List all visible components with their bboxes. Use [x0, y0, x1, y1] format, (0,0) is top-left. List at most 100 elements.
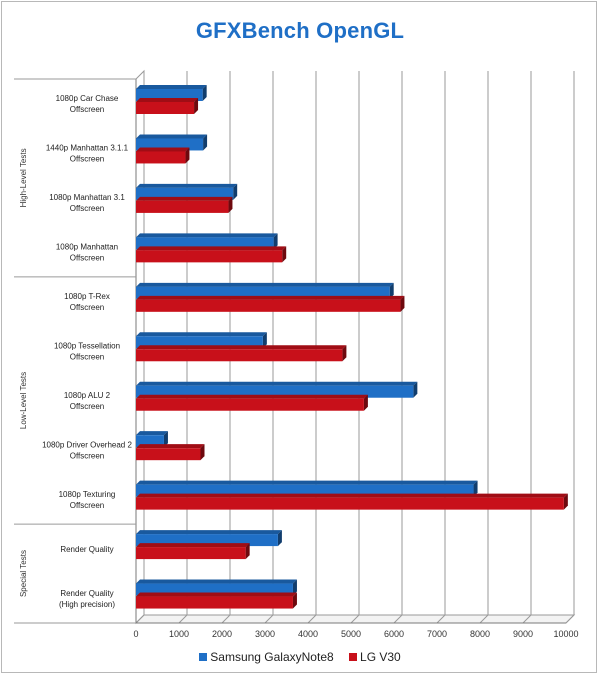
bar-top — [136, 282, 394, 287]
bar-end — [292, 579, 297, 596]
category-label: 1080p T-Rex — [64, 292, 110, 301]
category-label: 1080p ALU 2 — [64, 391, 111, 400]
category-label: 1440p Manhattan 3.1.1 — [46, 144, 129, 153]
bar-top — [136, 183, 238, 188]
bar-top — [136, 592, 297, 597]
bar-end — [262, 332, 267, 349]
bar-top — [136, 345, 347, 350]
floor-gridline — [350, 614, 360, 624]
category-label: Offscreen — [70, 303, 105, 312]
bar-lg — [136, 200, 229, 213]
x-tick-label: 5000 — [341, 629, 361, 639]
category-label: Render Quality — [60, 589, 113, 598]
bar-end — [200, 444, 205, 461]
bar-end — [245, 543, 250, 560]
category-label: 1080p Driver Overhead 2 — [42, 440, 132, 449]
bar-end — [282, 246, 287, 263]
bar-lg — [136, 102, 195, 114]
floor-gridline — [393, 614, 403, 624]
x-tick-label: 2000 — [212, 629, 232, 639]
category-label: Offscreen — [70, 402, 105, 411]
bar-end — [389, 282, 394, 299]
bar-lg — [136, 547, 246, 560]
legend-label-lg: LG V30 — [360, 650, 401, 664]
bar-lg — [136, 448, 201, 461]
bar-top — [136, 394, 368, 399]
category-label: Offscreen — [70, 501, 105, 510]
category-label: 1080p Car Chase — [56, 94, 119, 103]
bar-end — [292, 592, 297, 609]
floor-gridline — [307, 614, 317, 624]
bar-end — [194, 98, 199, 114]
category-label: 1080p Tessellation — [54, 342, 120, 351]
x-tick-label: 3000 — [255, 629, 275, 639]
category-label: 1080p Texturing — [59, 490, 116, 499]
bar-end — [413, 381, 418, 398]
bar-lg — [136, 151, 186, 164]
bar-end — [273, 233, 278, 250]
bar-end — [563, 493, 568, 510]
legend-item-samsung: Samsung GalaxyNote8 — [199, 650, 334, 664]
x-tick-label: 4000 — [298, 629, 318, 639]
category-label: Offscreen — [70, 105, 105, 114]
category-label: Render Quality — [60, 545, 113, 554]
bar-top — [136, 480, 478, 485]
legend-label-samsung: Samsung GalaxyNote8 — [210, 650, 334, 664]
category-label: 1080p Manhattan — [56, 243, 118, 252]
category-label: (High precision) — [59, 600, 115, 609]
bar-end — [277, 530, 282, 547]
bar-top — [136, 246, 287, 251]
bar-top — [136, 543, 250, 548]
group-label: Low-Level Tests — [19, 372, 28, 429]
bar-top — [136, 98, 199, 102]
bar-end — [473, 480, 478, 497]
x-tick-label: 9000 — [513, 629, 533, 639]
bar-end — [233, 183, 238, 200]
bar-top — [136, 579, 297, 584]
bar-end — [228, 196, 233, 213]
bar-end — [400, 295, 405, 312]
x-tick-label: 8000 — [470, 629, 490, 639]
bar-top — [136, 381, 418, 386]
chart-title: GFXBench OpenGL — [195, 18, 405, 43]
bar-top — [136, 147, 190, 152]
bar-top — [136, 493, 568, 498]
bar-lg — [136, 299, 401, 312]
bar-top — [136, 85, 207, 89]
floor-gridline — [565, 614, 575, 624]
bar-end — [363, 394, 368, 411]
bar-top — [136, 134, 208, 139]
floor-gridline — [221, 614, 231, 624]
category-label: Offscreen — [70, 353, 105, 362]
group-label: Special Tests — [19, 550, 28, 597]
bar-lg — [136, 250, 283, 263]
bar-lg — [136, 398, 364, 411]
floor-gridline — [135, 614, 145, 624]
legend-swatch-samsung — [199, 652, 208, 661]
category-label: Offscreen — [70, 254, 105, 263]
bar-lg — [136, 497, 564, 510]
x-tick-label: 0 — [133, 629, 138, 639]
bar-top — [136, 444, 205, 449]
floor-gridline — [479, 614, 489, 624]
bar-lg — [136, 349, 343, 362]
bar-lg — [136, 596, 293, 609]
bar-top — [136, 233, 278, 238]
bar-end — [185, 147, 190, 164]
bar-end — [203, 134, 208, 151]
category-label: Offscreen — [70, 204, 105, 213]
x-tick-label: 10000 — [553, 629, 578, 639]
bar-top — [136, 196, 233, 201]
x-tick-label: 7000 — [427, 629, 447, 639]
category-label: 1080p Manhattan 3.1 — [49, 193, 125, 202]
bar-end — [342, 345, 347, 362]
bar-top — [136, 431, 168, 436]
bar-end — [163, 431, 168, 448]
category-label: Offscreen — [70, 451, 105, 460]
legend-swatch-lg — [349, 652, 358, 661]
bar-end — [202, 85, 207, 101]
floor-gridline — [522, 614, 532, 624]
bar-top — [136, 530, 282, 535]
